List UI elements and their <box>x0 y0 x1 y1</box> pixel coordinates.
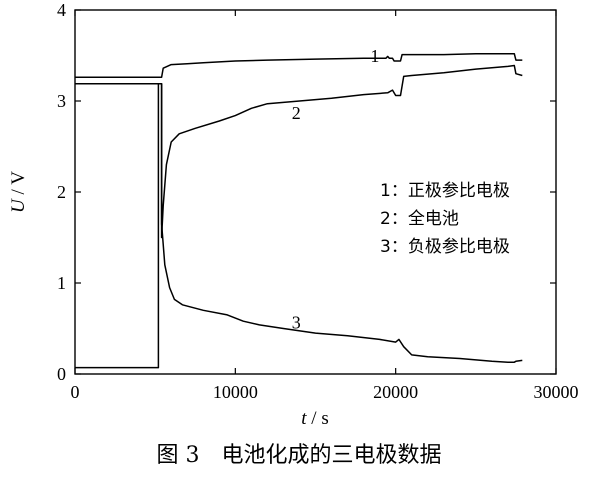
x-axis-unit: s <box>321 408 328 429</box>
data-curves <box>75 52 523 369</box>
y-axis-unit: V <box>8 171 29 185</box>
y-axis-title: U / V <box>8 171 29 213</box>
y-tick-label: 0 <box>57 364 66 384</box>
y-axis-separator: / <box>8 185 29 195</box>
y-tick-label: 4 <box>57 0 66 20</box>
x-axis-separator: / <box>311 408 321 429</box>
series-line-2 <box>75 64 523 239</box>
legend: 1：正极参比电极 2：全电池 3：负极参比电极 <box>380 181 510 257</box>
y-tick-label: 1 <box>57 273 66 293</box>
x-axis-title: t / s <box>301 408 328 429</box>
x-tick-label: 10000 <box>213 382 258 402</box>
y-tick-label: 3 <box>57 91 66 111</box>
figure-caption: 图 3 电池化成的三电极数据 <box>157 443 442 468</box>
curve-labels: 1 2 3 <box>292 46 380 333</box>
x-tick-label: 30000 <box>534 382 579 402</box>
series-line-1 <box>75 52 523 79</box>
series-line-3 <box>75 82 523 369</box>
series-label-2: 2 <box>292 103 301 123</box>
series-label-3: 3 <box>292 313 301 333</box>
legend-entry: 3：负极参比电极 <box>380 237 510 257</box>
x-axis-variable: t <box>301 408 307 429</box>
axis-ticks: 0 10000 20000 30000 0 1 2 3 4 <box>57 0 579 402</box>
series-label-1: 1 <box>370 46 379 66</box>
legend-entry: 1：正极参比电极 <box>380 181 510 201</box>
x-tick-label: 20000 <box>373 382 418 402</box>
x-tick-label: 0 <box>71 382 80 402</box>
y-tick-label: 2 <box>57 182 66 202</box>
legend-entry: 2：全电池 <box>380 209 459 229</box>
y-axis-variable: U <box>8 198 29 213</box>
